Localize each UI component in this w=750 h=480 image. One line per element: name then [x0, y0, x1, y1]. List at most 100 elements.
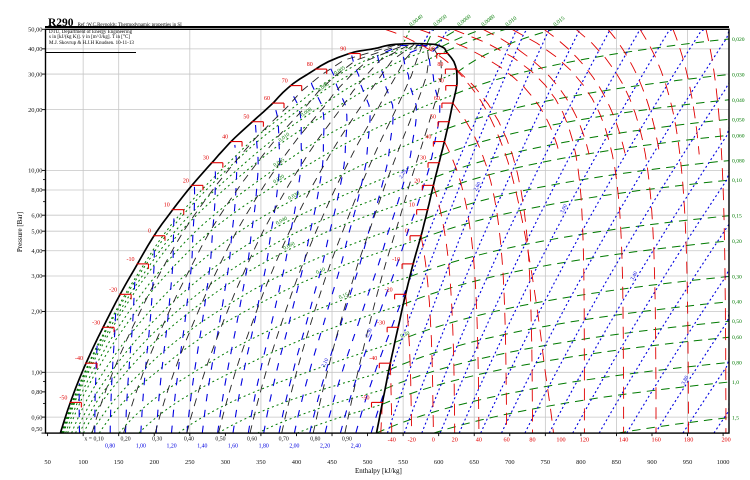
isentrope-line — [201, 144, 238, 434]
chart-label: 0,30 — [732, 275, 742, 281]
reference-subtitle: Ref :W.C.Reynolds: Thermodynamic propert… — [78, 23, 182, 28]
chart-label: 0,60 — [732, 335, 742, 341]
isentrope-line — [155, 214, 175, 434]
chart-label: 0,050 — [732, 117, 745, 123]
chart-label: 0,15 — [338, 292, 349, 301]
chart-label: 550 — [398, 459, 408, 466]
isentrope-line — [654, 313, 730, 434]
chart-label: 10,00 — [28, 168, 42, 175]
chart-label: 300 — [221, 459, 231, 466]
isochore-line — [381, 336, 730, 405]
quality-line — [281, 44, 424, 434]
isentrope-line — [324, 44, 428, 434]
isentrope-line — [682, 358, 730, 434]
chart-label: 30 — [203, 156, 209, 162]
chart-label: 0,005 — [333, 65, 347, 76]
chart-label: 50,00 — [28, 27, 42, 34]
isochore-line — [178, 341, 395, 434]
isochore-line — [61, 43, 427, 434]
chart-label: 40 — [222, 135, 228, 141]
chart-label: 50 — [44, 459, 50, 466]
chart-label: 0,30 — [152, 437, 162, 443]
chart-label: 0 — [405, 229, 408, 235]
isotherm-line — [672, 29, 700, 155]
isotherm-line — [432, 185, 456, 434]
chart-label: 1,40 — [197, 444, 207, 450]
isentrope-line — [186, 164, 216, 434]
isochore-line — [394, 276, 730, 343]
chart-label: -50 — [362, 395, 370, 401]
chart-label: 20 — [414, 178, 420, 184]
isochore-line — [62, 46, 442, 434]
isotherm-line — [420, 235, 434, 434]
chart-label: 2,20 — [398, 168, 408, 179]
isochore-line — [82, 193, 432, 434]
isochore-line — [434, 28, 459, 45]
isochore-line — [617, 417, 730, 434]
chart-label: 650 — [469, 459, 479, 466]
chart-label: 0,40 — [732, 300, 742, 306]
chart-label: 250 — [185, 459, 195, 466]
isochore-line — [441, 28, 483, 48]
isentrope-line — [524, 82, 730, 434]
chart-label: 3,40 — [630, 270, 640, 281]
quality-line — [91, 44, 398, 434]
chart-label: 200 — [150, 459, 160, 466]
isotherm-line — [705, 29, 727, 434]
chart-label: 0,50 — [732, 319, 742, 325]
chart-label: 40,00 — [28, 46, 42, 53]
chart-label: 900 — [647, 459, 657, 466]
isochore-line — [376, 362, 730, 434]
chart-label: 80 — [307, 62, 313, 68]
chart-label: 5,00 — [31, 228, 42, 235]
chart-label: 0,80 — [105, 444, 115, 450]
chart-label: 2,10 — [321, 357, 331, 368]
isotherm-line — [452, 102, 508, 434]
chart-label: 450 — [327, 459, 337, 466]
isentrope-line — [421, 28, 614, 434]
info-box: DTU, Department of Energy Engineering s … — [49, 30, 134, 46]
chart-label: 0,020 — [732, 37, 745, 43]
chart-label: 0,060 — [732, 133, 745, 139]
quality-line — [186, 44, 410, 434]
chart-label: 0,015 — [273, 157, 287, 169]
chart-label: 0,40 — [184, 437, 194, 443]
chart-label: 400 — [292, 459, 302, 466]
chart-label: 120 — [580, 437, 589, 444]
chart-label: 8,00 — [31, 187, 42, 194]
chart-label: 2,60 — [473, 181, 483, 192]
isotherm-line — [575, 28, 657, 434]
isochore-line — [433, 381, 730, 434]
isotherm-line — [543, 28, 626, 155]
chart-label: 40 — [425, 135, 431, 141]
isochore-line — [138, 303, 404, 434]
isentrope-line — [263, 75, 325, 434]
isochore-line — [71, 128, 448, 434]
chart-label: 4,00 — [31, 248, 42, 255]
isochore-line — [385, 320, 730, 390]
chart-label: -20 — [385, 287, 393, 293]
isotherm-line — [405, 294, 413, 434]
chart-label: 1,60 — [228, 444, 238, 450]
chart-label: 10 — [164, 203, 170, 209]
info-line-1: DTU, Department of Energy Engineering — [49, 30, 133, 35]
chart-label: 1,80 — [259, 444, 269, 450]
chart-label: 700 — [505, 459, 515, 466]
chart-label: 50 — [430, 115, 436, 121]
chart-label: -30 — [377, 320, 385, 326]
isentrope-line — [598, 216, 730, 434]
chart-label: 0,80 — [732, 361, 742, 367]
isochore-line — [296, 403, 383, 434]
chart-label: 1,20 — [167, 444, 177, 450]
chart-label: 0,20 — [121, 437, 131, 443]
chart-label: 2,00 — [31, 309, 42, 316]
isentrope-line — [572, 172, 730, 434]
isentrope-line — [480, 28, 707, 434]
chart-label: 90 — [429, 47, 435, 53]
chart-label: 350 — [256, 459, 266, 466]
chart-label: 1,00 — [136, 444, 146, 450]
isochore-line — [63, 50, 447, 434]
chart-label: 0,10 — [315, 267, 326, 276]
isochore-line — [419, 179, 730, 240]
